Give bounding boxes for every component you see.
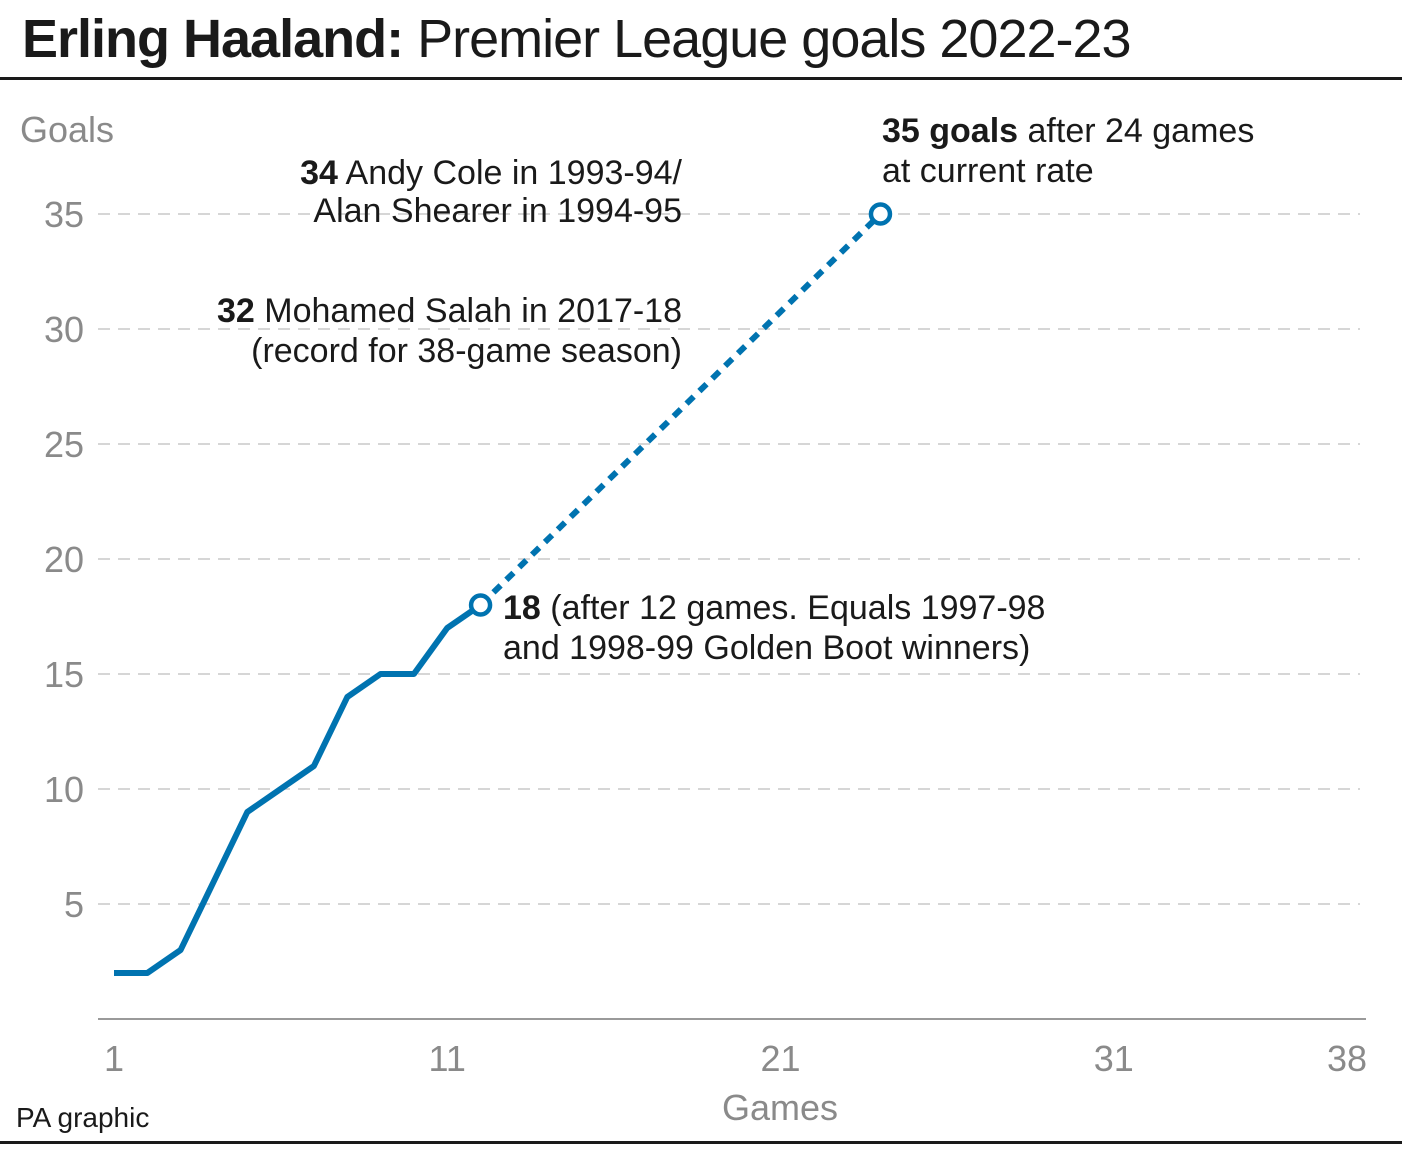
- series-lines: [114, 211, 883, 976]
- annotation-salah-line2: (record for 38-game season): [251, 332, 682, 370]
- marker-game-24: [868, 202, 893, 226]
- x-tick-labels: 1 11 21 31 38: [104, 1038, 1367, 1079]
- title-rest: Premier League goals 2022-23: [403, 9, 1132, 69]
- series-line-solid: [114, 602, 483, 976]
- bottom-rule: [0, 1141, 1402, 1144]
- y-tick-5: 5: [64, 884, 84, 925]
- y-tick-20: 20: [44, 539, 84, 580]
- y-axis-label: Goals: [20, 109, 114, 150]
- y-tick-10: 10: [44, 769, 84, 810]
- series-markers: [468, 202, 893, 617]
- series-line-dashed: [478, 211, 883, 608]
- x-tick-11: 11: [429, 1038, 466, 1079]
- x-tick-38: 38: [1327, 1038, 1367, 1079]
- annotation-current-line2: and 1998-99 Golden Boot winners): [503, 629, 1030, 667]
- annotation-projection-line1: 35 goals after 24 games: [882, 112, 1254, 150]
- marker-game-12: [468, 593, 493, 617]
- annotation-cole-shearer-line2: Alan Shearer in 1994-95: [313, 192, 682, 230]
- reference-lines: [360, 236, 1300, 284]
- title-bold: Erling Haaland:: [22, 9, 404, 69]
- y-tick-25: 25: [44, 424, 84, 465]
- y-tick-30: 30: [44, 309, 84, 350]
- annotation-cole-shearer-line1: 34 Andy Cole in 1993-94/: [300, 154, 682, 192]
- annotation-projection-line2: at current rate: [882, 152, 1094, 190]
- title-rule: [0, 77, 1402, 80]
- source-credit: PA graphic: [16, 1102, 150, 1133]
- x-tick-21: 21: [760, 1038, 800, 1079]
- y-tick-15: 15: [44, 654, 84, 695]
- annotation-current-line1: 18 (after 12 games. Equals 1997-98: [503, 589, 1045, 627]
- y-tick-labels: 5 10 15 20 25 30 35: [44, 194, 84, 925]
- chart-title: Erling Haaland: Premier League goals 202…: [22, 8, 1132, 70]
- x-tick-31: 31: [1094, 1038, 1134, 1079]
- y-tick-35: 35: [44, 194, 84, 235]
- x-tick-1: 1: [104, 1038, 124, 1079]
- annotation-salah-line1: 32 Mohamed Salah in 2017-18: [217, 292, 682, 330]
- grid-lines: [98, 213, 1360, 905]
- x-axis-label: Games: [722, 1087, 838, 1128]
